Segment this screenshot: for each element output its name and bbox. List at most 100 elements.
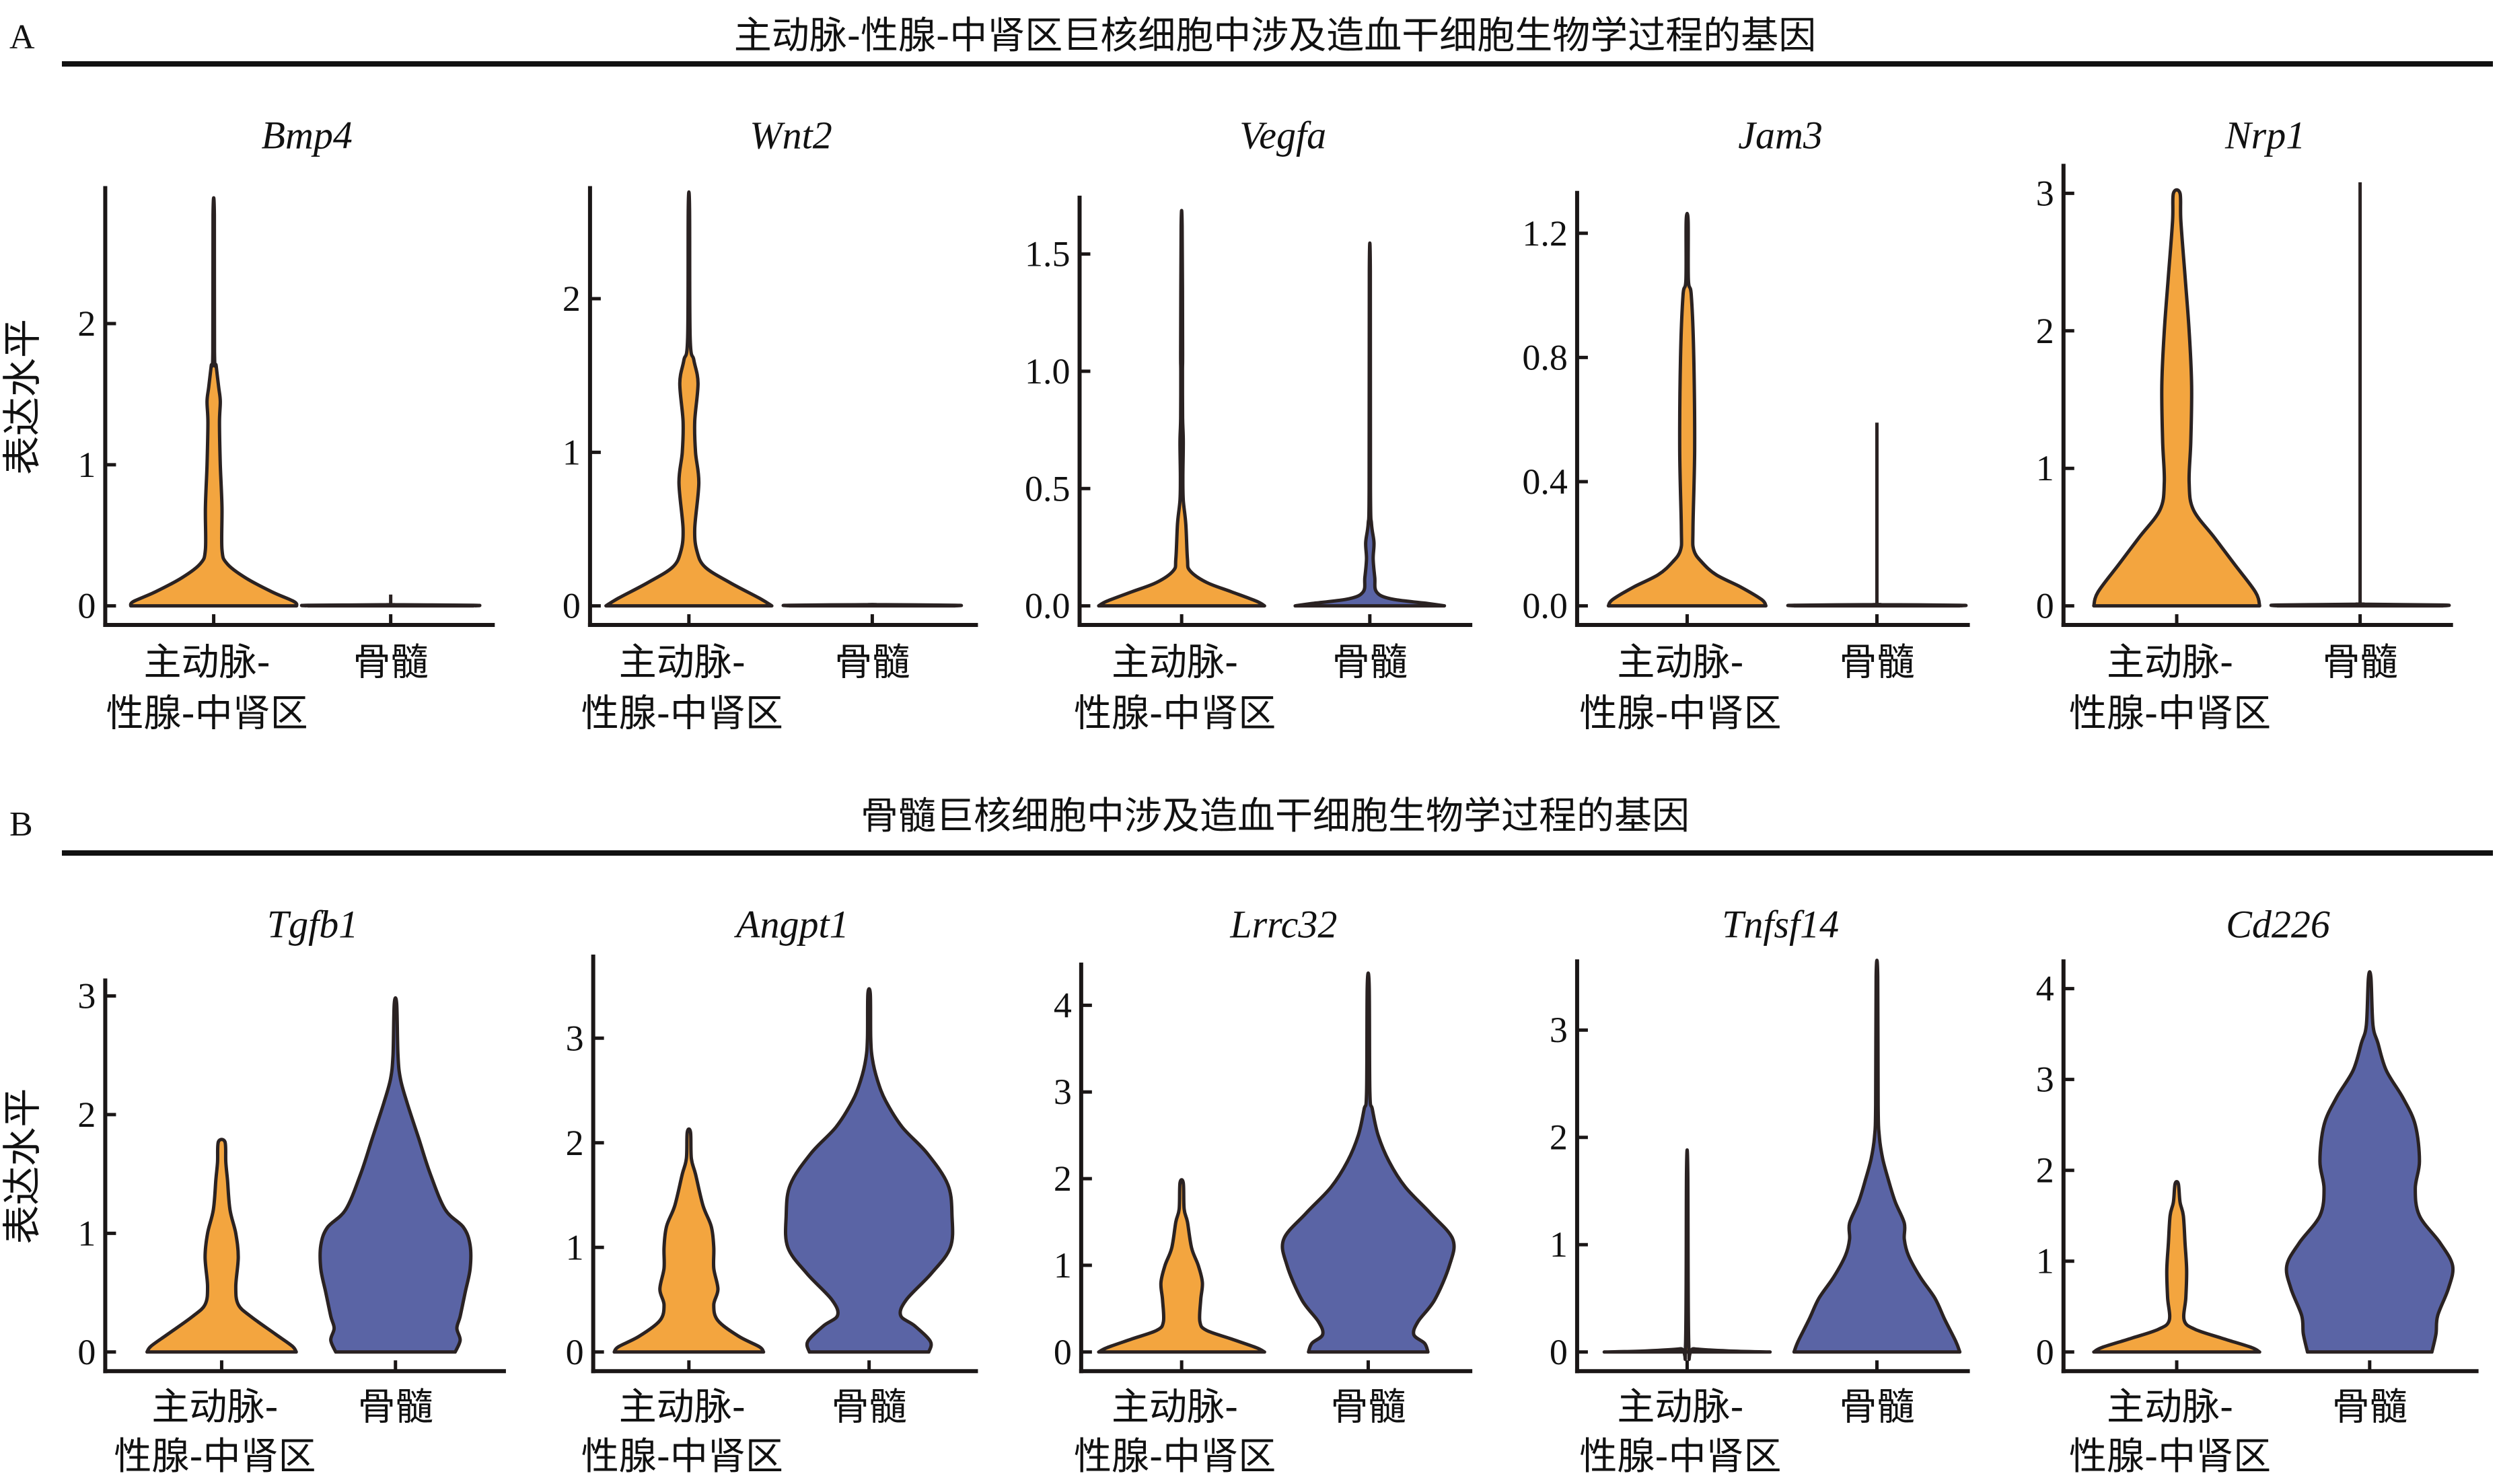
y-tick-label: 1 (563, 432, 581, 472)
x-category-label: 骨髓 (1332, 641, 1408, 685)
y-tick-label: 0 (563, 586, 581, 626)
y-tick-label: 1 (77, 445, 96, 485)
y-tick-label: 3 (2036, 1060, 2054, 1100)
x-category-label: 骨髓 (1330, 1385, 1406, 1429)
gene-title: Vegfa (1239, 113, 1326, 157)
section-a-letter: A (9, 18, 35, 57)
gene-title: Nrp1 (2224, 113, 2305, 157)
violin-bone-marrow (1792, 959, 1962, 1354)
gene-title: Tgfb1 (267, 903, 358, 947)
y-tick-label: 1.5 (1025, 234, 1071, 274)
y-tick-label: 1.0 (1025, 351, 1071, 392)
violin-aorta-gonad-mesonephros (604, 190, 774, 608)
x-category-label: 骨髓 (1839, 641, 1914, 685)
y-tick-label: 2 (563, 279, 581, 319)
y-tick-label: 2 (2036, 1150, 2054, 1191)
x-category-label-line2: 性腺-中肾区 (581, 692, 783, 735)
x-category-label: 骨髓 (832, 1385, 907, 1429)
y-tick-label: 0.0 (1025, 586, 1071, 626)
x-category-label: 主动脉- (151, 1385, 278, 1429)
y-axis-label: 表达水平 (0, 319, 45, 475)
y-tick-label: 1 (77, 1213, 96, 1253)
panel-nrp1: Nrp1 0 1 2 3 主动脉- 性腺-中肾区 骨髓 (2036, 113, 2453, 735)
violin-bone-marrow (318, 996, 473, 1354)
y-tick-label: 0 (566, 1332, 584, 1372)
x-category-label: 骨髓 (2332, 1385, 2407, 1429)
x-category-label-line2: 性腺-中肾区 (1074, 692, 1276, 735)
y-tick-label: 0 (1054, 1332, 1072, 1372)
violin-bone-marrow (299, 603, 482, 608)
gene-title: Angpt1 (733, 903, 849, 947)
violin-aorta-gonad-mesonephros (2092, 188, 2261, 608)
y-tick-label: 4 (1054, 985, 1072, 1025)
y-tick-label: 3 (77, 975, 96, 1016)
gene-title: Wnt2 (750, 113, 832, 157)
violin-aorta-gonad-mesonephros (145, 1138, 298, 1354)
y-tick-label: 2 (1054, 1158, 1072, 1199)
violin-aorta-gonad-mesonephros (129, 196, 299, 608)
y-tick-label: 3 (1054, 1072, 1072, 1112)
x-category-label-line2: 性腺-中肾区 (1579, 692, 1781, 735)
violin-bone-marrow (2269, 602, 2451, 608)
y-tick-label: 0.8 (1522, 337, 1568, 377)
panel-lrrc32: Lrrc32 0 1 2 3 4 主动脉- 性腺-中肾区 骨髓 (1054, 903, 1473, 1479)
y-tick-label: 2 (566, 1123, 584, 1163)
y-tick-label: 0 (1550, 1332, 1568, 1372)
x-category-label: 主动脉- (143, 641, 270, 685)
y-tick-label: 2 (77, 303, 96, 344)
x-category-label: 主动脉- (619, 1385, 746, 1429)
violin-bone-marrow (1293, 242, 1447, 608)
y-tick-label: 3 (2036, 173, 2054, 213)
violin-aorta-gonad-mesonephros (1606, 211, 1768, 608)
y-tick-label: 1 (1550, 1224, 1568, 1265)
panel-vegfa: Vegfa 0.0 0.5 1.0 1.5 主动脉- 性腺-中肾区 骨髓 (1025, 113, 1473, 735)
x-category-label: 主动脉- (1112, 641, 1238, 685)
y-tick-label: 0 (77, 1332, 96, 1372)
x-category-label: 主动脉- (2107, 641, 2233, 685)
y-axis-label: 表达水平 (0, 1088, 45, 1245)
y-tick-label: 0.0 (1522, 586, 1568, 626)
x-category-label: 骨髓 (1839, 1385, 1914, 1429)
y-tick-label: 1 (2036, 448, 2054, 488)
x-category-label-line2: 性腺-中肾区 (106, 692, 307, 735)
section-b-title: 骨髓巨核细胞中涉及造血干细胞生物学过程的基因 (861, 794, 1690, 838)
x-category-label-line2: 性腺-中肾区 (114, 1435, 316, 1479)
y-tick-label: 2 (77, 1095, 96, 1135)
violin-aorta-gonad-mesonephros (612, 1127, 766, 1354)
x-category-label-line2: 性腺-中肾区 (1074, 1435, 1276, 1479)
y-tick-label: 1 (566, 1227, 584, 1267)
y-tick-label: 2 (1550, 1117, 1568, 1158)
y-tick-label: 4 (2036, 969, 2054, 1009)
x-category-label: 主动脉- (2107, 1385, 2233, 1429)
panel-cd226: Cd226 0 1 2 3 4 主动脉- 性腺-中肾区 骨髓 (2036, 903, 2479, 1479)
gene-title: Lrrc32 (1229, 903, 1337, 947)
violin-aorta-gonad-mesonephros (1097, 209, 1266, 608)
x-category-label: 骨髓 (2323, 641, 2398, 685)
panel-tnfsf14: Tnfsf14 0 1 2 3 主动脉- 性腺-中肾区 骨髓 (1550, 903, 1970, 1479)
x-category-label: 骨髓 (358, 1385, 433, 1429)
panel-bmp4: Bmp4 表达水平 0 1 2 主动脉- 性腺-中肾区 骨髓 (0, 113, 495, 735)
violin-aorta-gonad-mesonephros (1602, 1148, 1772, 1361)
y-tick-label: 0 (77, 586, 96, 626)
violin-aorta-gonad-mesonephros (1097, 1178, 1266, 1354)
x-category-label: 主动脉- (1112, 1385, 1238, 1429)
gene-title: Bmp4 (262, 113, 353, 157)
x-category-label: 主动脉- (1617, 1385, 1743, 1429)
y-tick-label: 0 (2036, 586, 2054, 626)
x-category-label: 骨髓 (834, 641, 910, 685)
y-tick-label: 0.4 (1522, 461, 1568, 502)
x-category-label-line2: 性腺-中肾区 (581, 1435, 783, 1479)
y-tick-label: 3 (1550, 1010, 1568, 1050)
x-category-label: 主动脉- (1617, 641, 1743, 685)
section-b-letter: B (9, 805, 33, 844)
y-tick-label: 2 (2036, 311, 2054, 351)
x-category-label-line2: 性腺-中肾区 (1579, 1435, 1781, 1479)
y-tick-label: 1.2 (1522, 213, 1568, 254)
violin-bone-marrow (1280, 971, 1456, 1354)
y-tick-label: 0 (2036, 1332, 2054, 1372)
x-category-label-line2: 性腺-中肾区 (2069, 692, 2271, 735)
y-tick-label: 0.5 (1025, 468, 1071, 509)
x-category-label: 骨髓 (353, 641, 429, 685)
